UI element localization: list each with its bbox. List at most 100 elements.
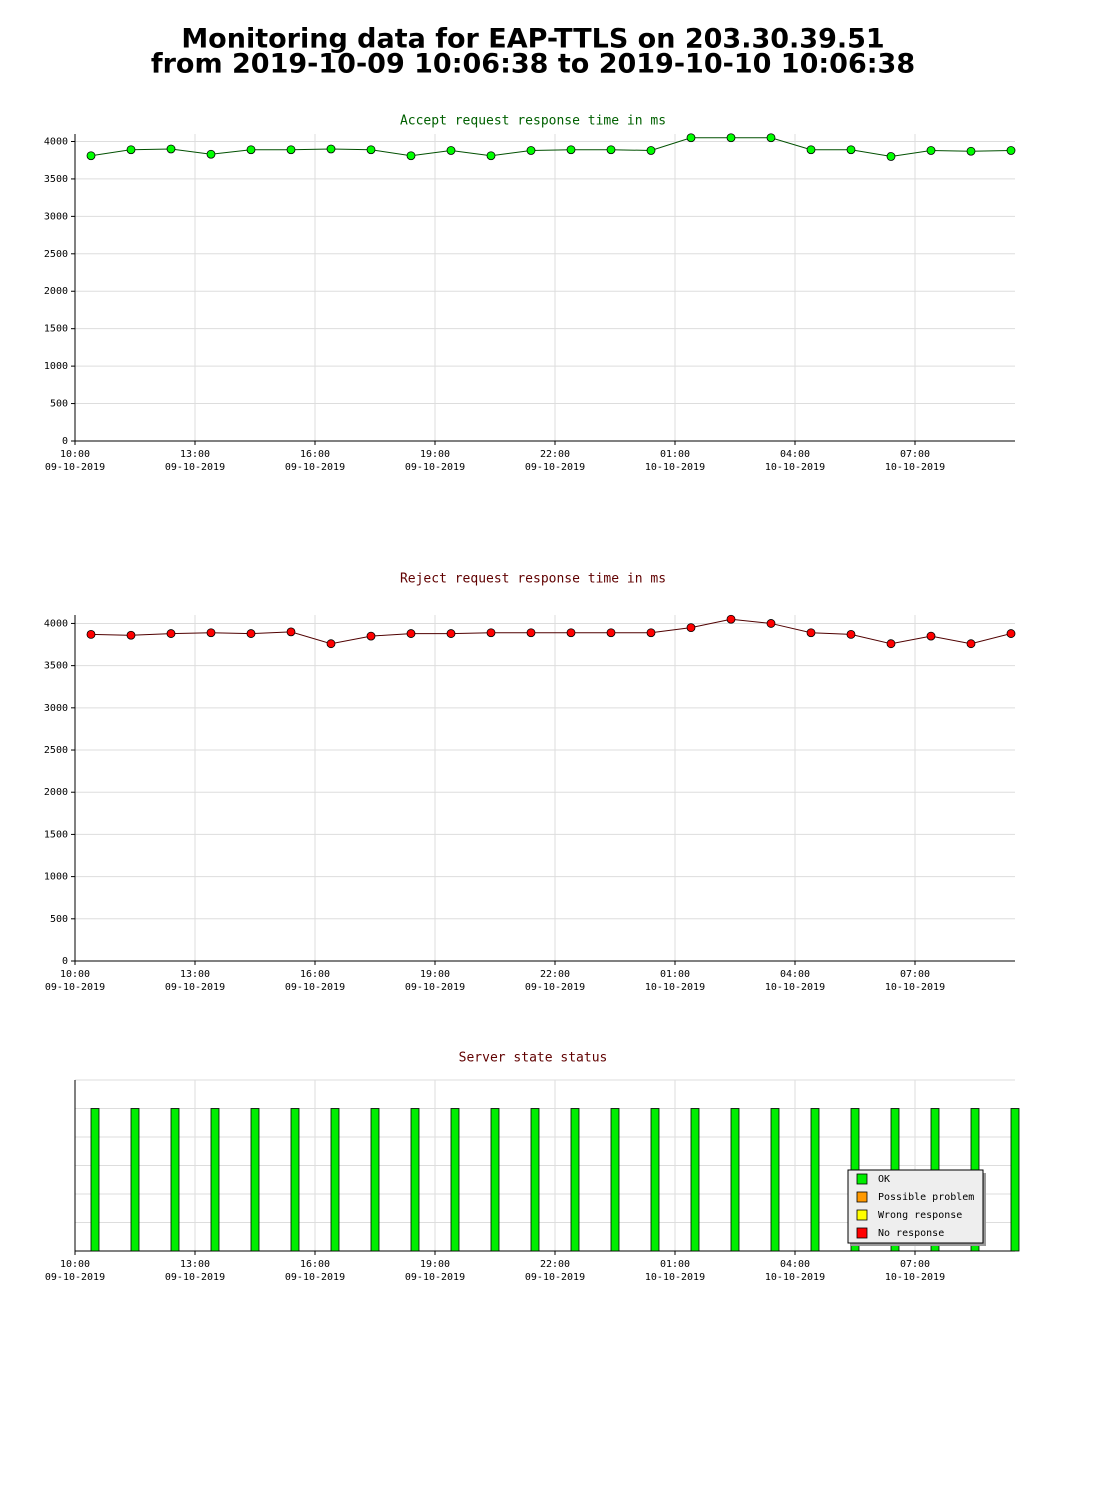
status-bar <box>250 1108 260 1252</box>
x-tick-label: 07:00 <box>900 969 930 980</box>
point <box>126 145 136 155</box>
point <box>366 145 376 155</box>
series-line <box>90 618 1012 645</box>
page-title: Monitoring data for EAP-TTLS on 203.30.3… <box>181 24 884 55</box>
x-tick-label: 10-10-2019 <box>645 1272 705 1283</box>
x-tick-label: 10:00 <box>60 449 90 460</box>
legend-label: Wrong response <box>878 1210 962 1221</box>
y-tick-label: 500 <box>50 914 68 925</box>
legend-label: No response <box>878 1228 944 1239</box>
legend <box>847 1169 984 1244</box>
point <box>206 628 216 638</box>
legend-label: OK <box>878 1174 890 1185</box>
x-tick-label: 16:00 <box>300 1259 330 1270</box>
y-tick-label: 2500 <box>44 249 68 260</box>
point <box>686 133 696 143</box>
y-tick-label: 500 <box>50 399 68 410</box>
point <box>566 628 576 638</box>
status-bar <box>130 1108 140 1252</box>
point <box>846 630 856 639</box>
point <box>606 145 616 155</box>
status-bar <box>570 1108 580 1252</box>
status-bar <box>610 1108 620 1252</box>
y-tick-label: 4000 <box>44 618 68 629</box>
x-tick-label: 01:00 <box>660 1259 690 1270</box>
point <box>766 619 776 628</box>
x-tick-label: 07:00 <box>900 1259 930 1270</box>
x-tick-label: 10-10-2019 <box>885 982 945 993</box>
point <box>886 639 896 649</box>
point <box>86 151 96 161</box>
status-bar <box>690 1108 700 1252</box>
point <box>806 628 816 638</box>
x-tick-label: 09-10-2019 <box>45 462 105 473</box>
point <box>766 133 776 143</box>
point <box>366 631 376 641</box>
y-tick-label: 3000 <box>44 211 68 222</box>
point <box>486 151 496 161</box>
x-tick-label: 10:00 <box>60 1259 90 1270</box>
status-bar <box>410 1108 420 1252</box>
legend-label: Possible problem <box>878 1192 974 1203</box>
point <box>966 639 976 649</box>
status-bar <box>730 1108 740 1252</box>
point <box>646 146 656 155</box>
point <box>446 146 456 155</box>
x-tick-label: 07:00 <box>900 449 930 460</box>
x-tick-label: 04:00 <box>780 969 810 980</box>
point <box>806 145 816 155</box>
point <box>926 146 936 155</box>
point <box>646 628 656 638</box>
x-tick-label: 22:00 <box>540 449 570 460</box>
x-tick-label: 01:00 <box>660 449 690 460</box>
x-tick-label: 10-10-2019 <box>765 1272 825 1283</box>
x-tick-label: 19:00 <box>420 969 450 980</box>
status-bar <box>170 1108 180 1252</box>
x-tick-label: 09-10-2019 <box>405 982 465 993</box>
x-tick-label: 09-10-2019 <box>45 982 105 993</box>
chart-title: Reject request response time in ms <box>400 572 666 587</box>
point <box>926 631 936 641</box>
x-tick-label: 04:00 <box>780 1259 810 1270</box>
y-tick-label: 2000 <box>44 787 68 798</box>
y-tick-label: 4000 <box>44 136 68 147</box>
y-tick-label: 1500 <box>44 829 68 840</box>
status-bar <box>770 1108 780 1252</box>
x-tick-label: 10-10-2019 <box>645 462 705 473</box>
x-tick-label: 10-10-2019 <box>885 1272 945 1283</box>
point <box>326 144 336 154</box>
x-tick-label: 09-10-2019 <box>525 462 585 473</box>
series-line <box>90 137 1012 157</box>
point <box>566 145 576 155</box>
status-bar <box>290 1108 300 1252</box>
x-tick-label: 01:00 <box>660 969 690 980</box>
status-bar <box>90 1108 100 1252</box>
point <box>86 630 96 639</box>
status-bar <box>370 1108 380 1252</box>
point <box>606 628 616 638</box>
x-tick-label: 09-10-2019 <box>165 462 225 473</box>
point <box>886 152 896 161</box>
point <box>726 133 736 143</box>
x-tick-label: 10-10-2019 <box>645 982 705 993</box>
y-tick-label: 1000 <box>44 872 68 883</box>
x-tick-label: 09-10-2019 <box>405 1272 465 1283</box>
x-tick-label: 09-10-2019 <box>525 1272 585 1283</box>
point <box>326 639 336 649</box>
point <box>126 630 136 640</box>
legend-swatch <box>856 1227 868 1239</box>
x-tick-label: 19:00 <box>420 1259 450 1270</box>
y-tick-label: 3500 <box>44 174 68 185</box>
y-tick-label: 3500 <box>44 661 68 672</box>
x-tick-label: 09-10-2019 <box>405 462 465 473</box>
point <box>286 145 296 155</box>
chart-title: Accept request response time in ms <box>400 114 666 129</box>
status-bar <box>450 1108 460 1252</box>
x-tick-label: 09-10-2019 <box>285 462 345 473</box>
y-tick-label: 2500 <box>44 745 68 756</box>
point <box>286 627 296 637</box>
x-tick-label: 22:00 <box>540 1259 570 1270</box>
status-bar <box>650 1108 660 1252</box>
y-tick-label: 1000 <box>44 361 68 372</box>
x-tick-label: 19:00 <box>420 449 450 460</box>
